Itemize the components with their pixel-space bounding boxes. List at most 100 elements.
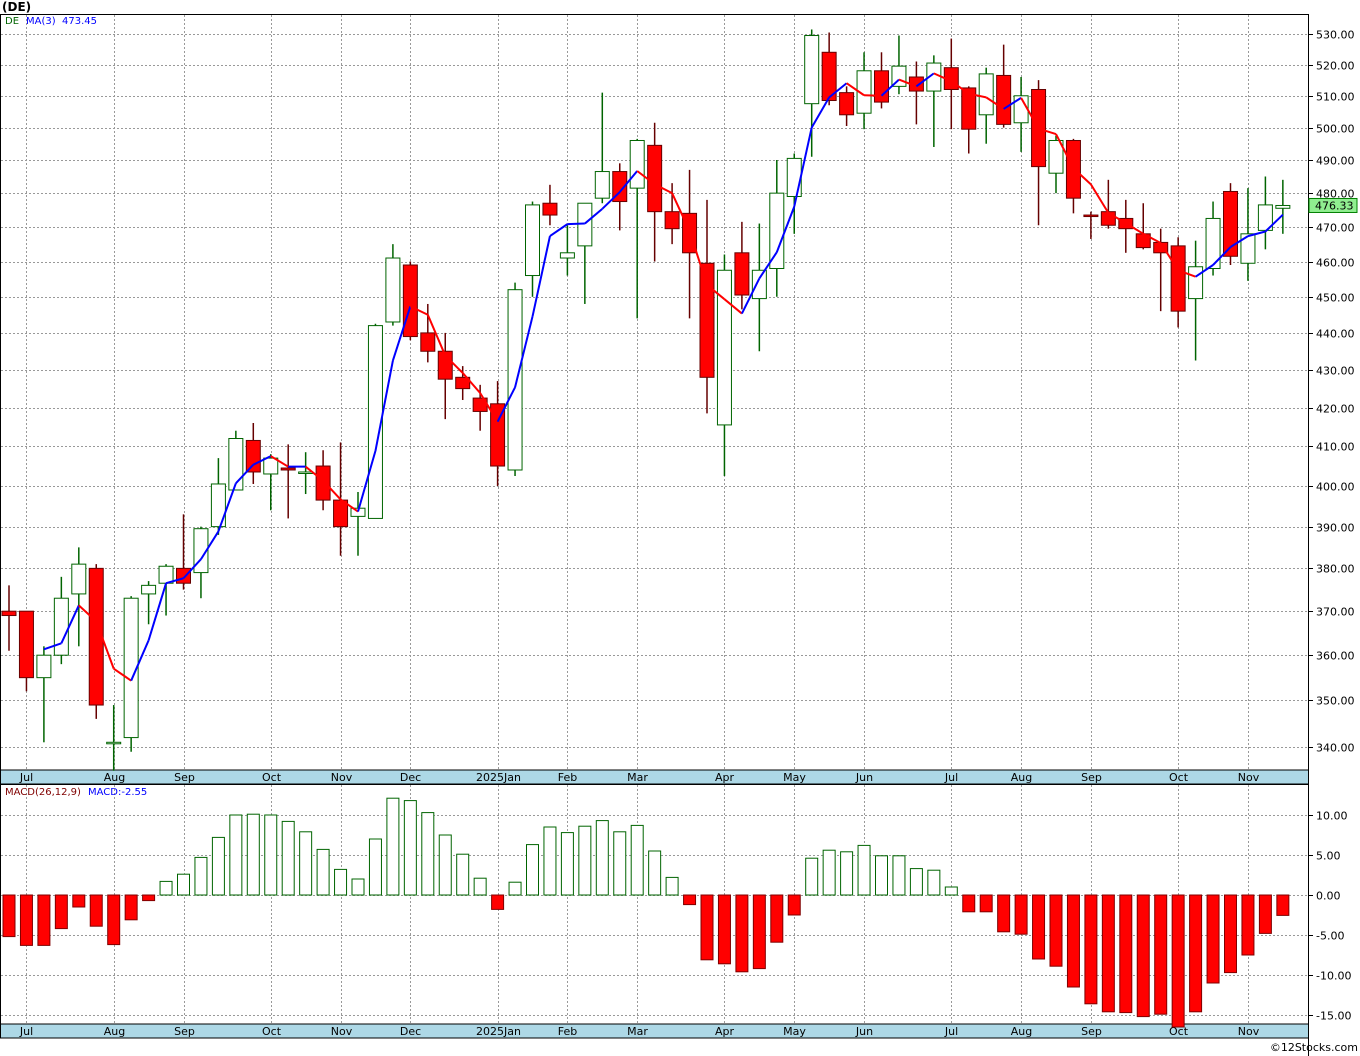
ma-segment — [305, 465, 324, 482]
candle-down — [245, 422, 261, 484]
last-price-label: 476.33 — [1315, 199, 1354, 212]
ma-segment — [113, 667, 132, 682]
candle-body — [1083, 214, 1099, 218]
ma-segment — [1212, 246, 1232, 266]
price-tick-label: 530.00 — [1316, 29, 1355, 42]
macd-tick-label: 0.00 — [1316, 890, 1341, 903]
macd-bar-negative — [1014, 894, 1028, 935]
ma-segment — [846, 82, 865, 97]
ma-segment — [1229, 235, 1249, 248]
candle-down — [280, 444, 296, 519]
macd-bar-negative — [717, 894, 731, 965]
macd-bar-positive — [595, 820, 609, 896]
candle-body — [1240, 233, 1256, 264]
candle-up — [71, 547, 87, 647]
ma-segment — [426, 314, 447, 356]
ma-segment — [1055, 133, 1075, 169]
price-tick-label: 400.00 — [1316, 481, 1355, 494]
candle-up — [228, 430, 244, 491]
price-tick-label: 450.00 — [1316, 292, 1355, 305]
candle-body — [333, 499, 349, 528]
candle-down — [1223, 183, 1238, 266]
macd-bar-positive — [211, 836, 225, 896]
ma-segment — [1159, 242, 1179, 271]
candle-down — [1170, 237, 1186, 328]
macd-bar-positive — [909, 868, 923, 896]
copyright: ©12Stocks.com — [1269, 1041, 1358, 1054]
macd-bar-positive — [560, 832, 574, 896]
candle-down — [908, 61, 924, 125]
macd-bar-positive — [246, 813, 260, 896]
candle-up — [559, 225, 575, 276]
macd-bar-positive — [927, 869, 941, 896]
macd-bar-negative — [979, 894, 993, 913]
macd-bar-positive — [177, 873, 190, 896]
candle-down — [402, 261, 418, 341]
macd-bar-positive — [805, 857, 819, 896]
candle-up — [210, 458, 226, 535]
candle-body — [542, 202, 558, 216]
macd-bar-positive — [281, 820, 295, 896]
macd-bar-positive — [944, 886, 958, 896]
candle-down — [699, 199, 715, 414]
ma-segment — [1090, 183, 1110, 214]
month-label: Mar — [627, 771, 648, 784]
price-tick-label: 430.00 — [1316, 365, 1355, 378]
candle-up — [594, 92, 610, 204]
price-tick-label: 410.00 — [1316, 441, 1355, 454]
ma-segment — [1020, 97, 1040, 130]
candle-down — [734, 221, 750, 310]
ma-segment — [217, 482, 237, 532]
macd-bar-negative — [752, 894, 766, 970]
month-label: Feb — [558, 771, 577, 784]
month-label: Aug — [104, 771, 125, 784]
candle-up — [1240, 188, 1256, 281]
candle-up — [978, 67, 994, 144]
price-tick-label: 470.00 — [1316, 222, 1355, 235]
legend-ma-label: MA(3) — [26, 16, 56, 27]
candle-body — [664, 211, 680, 230]
month-label: Jun — [855, 1025, 873, 1038]
candle-up — [507, 282, 523, 476]
macd-bar-negative — [54, 894, 68, 930]
ma-segment — [758, 251, 778, 280]
macd-bar-negative — [997, 894, 1011, 933]
ma-segment — [1038, 127, 1057, 135]
macd-bar-negative — [1066, 894, 1080, 988]
month-label: Dec — [400, 771, 421, 784]
candle-body — [1048, 139, 1064, 174]
macd-bar-negative — [1101, 894, 1115, 1013]
macd-bar-negative — [2, 894, 16, 938]
ma-segment — [654, 183, 673, 195]
candle-down — [1, 585, 17, 651]
month-label: Sep — [174, 771, 195, 784]
candle-body — [210, 483, 226, 528]
macd-bar-positive — [229, 814, 243, 896]
ma-segment — [182, 558, 202, 579]
month-label: Nov — [331, 1025, 353, 1038]
ma-segment — [1195, 264, 1214, 278]
candle-down — [88, 564, 104, 719]
candle-body — [123, 597, 139, 739]
ma-segment — [461, 372, 481, 394]
macd-bar-negative — [124, 894, 138, 921]
macd-date-axis — [0, 1023, 1309, 1039]
candle-body — [315, 465, 331, 501]
ma-segment — [688, 230, 708, 286]
macd-bar-positive — [351, 878, 365, 896]
macd-bar-positive — [473, 877, 487, 896]
candle-body — [1, 610, 17, 617]
month-label: Jul — [944, 1025, 958, 1038]
ma-segment — [898, 78, 917, 88]
macd-tick-label: -10.00 — [1316, 970, 1351, 983]
price-tick-label: 350.00 — [1316, 695, 1355, 708]
candle-body — [1188, 266, 1204, 300]
month-label: 2025Jan — [476, 771, 521, 784]
ma-segment — [933, 72, 952, 83]
ma-segment — [514, 316, 534, 388]
macd-bar-negative — [1241, 894, 1255, 956]
ma-segment — [567, 222, 585, 226]
macd-bar-negative — [770, 894, 784, 943]
month-label: Sep — [1081, 771, 1102, 784]
